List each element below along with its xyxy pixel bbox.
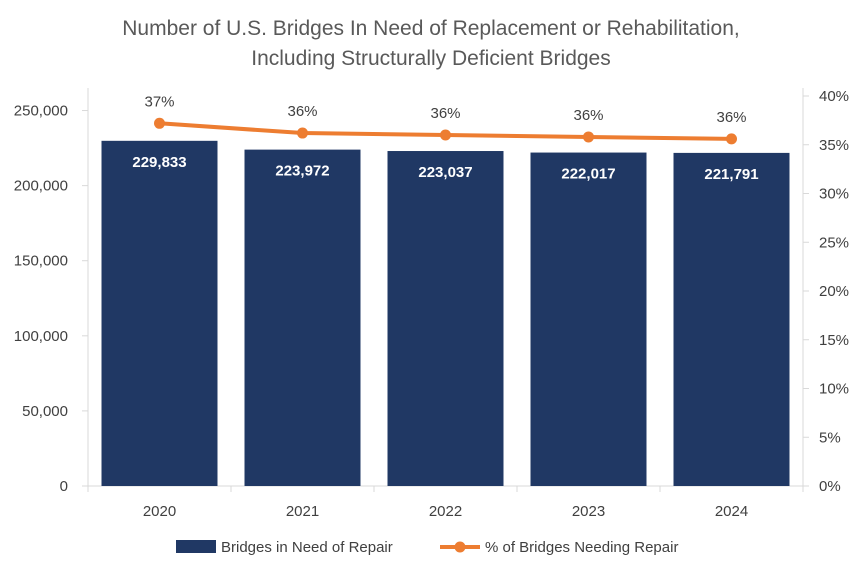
line-value-label: 36% — [716, 109, 746, 126]
y-left-tick-label: 0 — [60, 478, 68, 495]
bar-value-label: 229,833 — [132, 154, 186, 171]
chart-title: Number of U.S. Bridges In Need of Replac… — [122, 17, 739, 70]
line-value-label: 36% — [430, 105, 460, 122]
line-point — [440, 129, 451, 141]
y-left-tick-label: 150,000 — [14, 253, 68, 270]
y-right-tick-label: 5% — [819, 429, 841, 446]
chart-title-line-1: Number of U.S. Bridges In Need of Replac… — [122, 17, 739, 40]
line-point — [726, 133, 737, 145]
legend-label-line: % of Bridges Needing Repair — [485, 539, 678, 556]
legend: Bridges in Need of Repair % of Bridges N… — [176, 539, 678, 556]
line-point — [154, 117, 165, 129]
bar-value-label: 222,017 — [561, 166, 615, 183]
y-right-tick-label: 10% — [819, 381, 849, 398]
y-left-tick-label: 200,000 — [14, 178, 68, 195]
x-tick-label: 2020 — [143, 503, 176, 520]
line-point — [297, 127, 308, 139]
y-left-tick-label: 100,000 — [14, 328, 68, 345]
legend-marker-line — [454, 541, 466, 553]
bar — [101, 140, 218, 487]
y-right-tick-label: 15% — [819, 332, 849, 349]
legend-label-bars: Bridges in Need of Repair — [221, 539, 393, 556]
y-right-tick-label: 35% — [819, 137, 849, 154]
x-tick-label: 2023 — [572, 503, 605, 520]
legend-swatch-bars — [176, 540, 216, 553]
bar — [387, 151, 504, 486]
bar — [530, 152, 647, 486]
plot-area: 0 50,000 100,000 150,000 200,000 250,000 0% 5% 1… — [14, 88, 849, 520]
y-right-tick-label: 0% — [819, 478, 841, 495]
y-left-tick-label: 250,000 — [14, 103, 68, 120]
bar-value-label: 223,037 — [418, 164, 472, 181]
y-right-tick-label: 25% — [819, 234, 849, 251]
bar — [244, 149, 361, 486]
y-left-tick-label: 50,000 — [22, 403, 68, 420]
y-right-tick-label: 40% — [819, 88, 849, 105]
line-value-label: 36% — [573, 107, 603, 124]
x-tick-label: 2024 — [715, 503, 748, 520]
x-tick-label: 2022 — [429, 503, 462, 520]
y-right-tick-label: 20% — [819, 283, 849, 300]
chart-title-line-2: Including Structurally Deficient Bridges — [251, 47, 611, 70]
y-right-tick-label: 30% — [819, 186, 849, 203]
bar-value-label: 221,791 — [704, 166, 758, 183]
line-point — [583, 131, 594, 143]
bar-value-label: 223,972 — [275, 163, 329, 180]
line-value-label: 37% — [144, 93, 174, 110]
bar — [673, 152, 790, 486]
line-value-label: 36% — [287, 103, 317, 120]
x-tick-label: 2021 — [286, 503, 319, 520]
